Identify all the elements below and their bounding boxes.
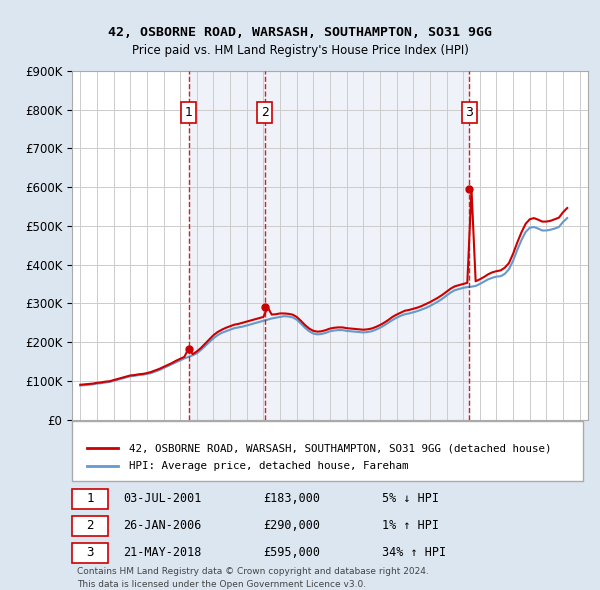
Text: 3: 3 — [466, 106, 473, 119]
Text: HPI: Average price, detached house, Fareham: HPI: Average price, detached house, Fare… — [129, 461, 408, 471]
Text: £595,000: £595,000 — [263, 546, 320, 559]
Text: 1% ↑ HPI: 1% ↑ HPI — [382, 519, 439, 532]
Text: 21-MAY-2018: 21-MAY-2018 — [124, 546, 202, 559]
Text: 1: 1 — [185, 106, 193, 119]
Text: £183,000: £183,000 — [263, 493, 320, 506]
Text: Contains HM Land Registry data © Crown copyright and database right 2024.: Contains HM Land Registry data © Crown c… — [77, 568, 429, 576]
Text: £290,000: £290,000 — [263, 519, 320, 532]
Text: 03-JUL-2001: 03-JUL-2001 — [124, 493, 202, 506]
Text: 3: 3 — [86, 546, 94, 559]
Text: 2: 2 — [261, 106, 269, 119]
Text: 1: 1 — [86, 493, 94, 506]
Text: This data is licensed under the Open Government Licence v3.0.: This data is licensed under the Open Gov… — [77, 580, 366, 589]
Text: 5% ↓ HPI: 5% ↓ HPI — [382, 493, 439, 506]
FancyBboxPatch shape — [72, 543, 108, 563]
FancyBboxPatch shape — [72, 421, 583, 481]
Text: 2: 2 — [86, 519, 94, 532]
FancyBboxPatch shape — [72, 489, 108, 509]
Text: 34% ↑ HPI: 34% ↑ HPI — [382, 546, 446, 559]
Bar — [188, 71, 469, 419]
FancyBboxPatch shape — [72, 516, 108, 536]
Text: 42, OSBORNE ROAD, WARSASH, SOUTHAMPTON, SO31 9GG (detached house): 42, OSBORNE ROAD, WARSASH, SOUTHAMPTON, … — [129, 443, 551, 453]
Text: Price paid vs. HM Land Registry's House Price Index (HPI): Price paid vs. HM Land Registry's House … — [131, 44, 469, 57]
Text: 42, OSBORNE ROAD, WARSASH, SOUTHAMPTON, SO31 9GG: 42, OSBORNE ROAD, WARSASH, SOUTHAMPTON, … — [108, 26, 492, 39]
Text: 26-JAN-2006: 26-JAN-2006 — [124, 519, 202, 532]
